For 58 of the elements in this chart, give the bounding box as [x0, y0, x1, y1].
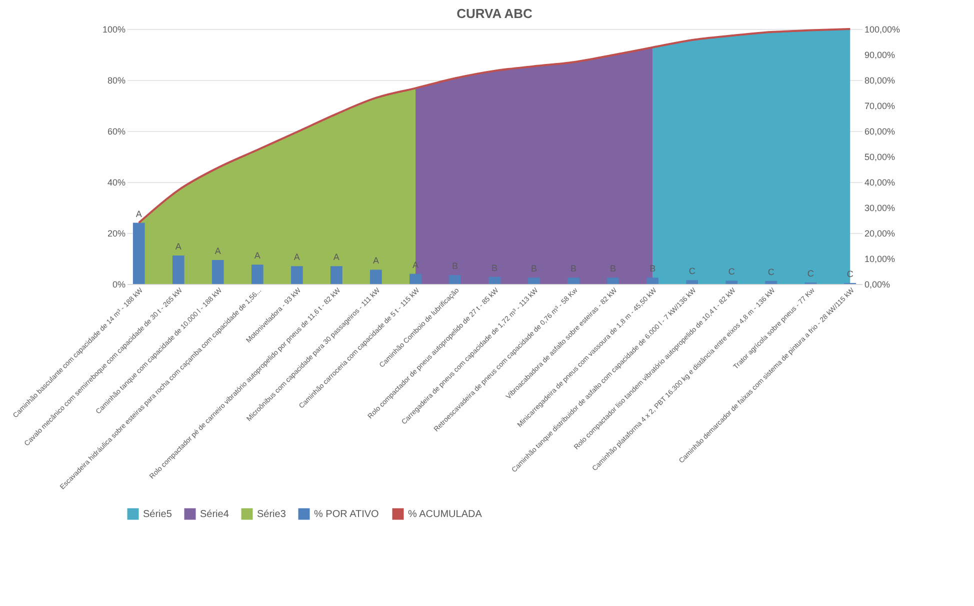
y-tick-label: 0% [112, 280, 126, 290]
bar [132, 222, 145, 284]
legend-label: Série3 [257, 509, 286, 520]
bar [488, 276, 500, 284]
y2-tick-label: 60,00% [864, 126, 896, 136]
data-label: C [807, 268, 814, 278]
bar [449, 275, 461, 284]
legend-label: % ACUMULADA [408, 509, 482, 520]
y2-tick-label: 70,00% [864, 101, 896, 111]
bar [410, 274, 422, 284]
data-label: C [768, 266, 775, 277]
y2-tick-label: 40,00% [864, 178, 896, 188]
bar [607, 278, 619, 284]
bar [765, 280, 778, 284]
data-label: B [452, 261, 458, 272]
bar [290, 266, 303, 284]
y-tick-label: 60% [107, 126, 126, 136]
legend-label: Série4 [200, 509, 230, 520]
data-label: A [333, 252, 340, 262]
y2-tick-label: 80,00% [864, 76, 896, 86]
data-label: B [570, 264, 577, 274]
bar [726, 280, 738, 284]
data-label: A [412, 260, 418, 270]
bar [212, 260, 224, 284]
bar [172, 255, 184, 284]
bar [330, 266, 342, 284]
y2-tick-label: 10,00% [864, 254, 896, 264]
y2-tick-label: 100,00% [864, 24, 900, 34]
y2-tick-label: 50,00% [864, 152, 896, 162]
data-label: B [610, 264, 616, 274]
y2-tick-label: 20,00% [864, 228, 896, 238]
data-label: A [372, 256, 379, 266]
data-label: B [491, 262, 498, 273]
data-label: A [175, 241, 182, 252]
bar [251, 264, 264, 284]
bar [686, 280, 698, 284]
bar [646, 278, 658, 284]
y-tick-label: 40% [107, 178, 126, 188]
data-label: A [294, 252, 300, 262]
data-label: C [688, 266, 696, 276]
y-tick-label: 80% [107, 76, 126, 86]
y2-tick-label: 30,00% [864, 203, 896, 213]
data-label: C [728, 266, 736, 277]
bar [568, 278, 580, 284]
line-series [138, 28, 852, 224]
data-label: A [136, 208, 142, 219]
y2-tick-label: 90,00% [864, 50, 896, 60]
bar [370, 270, 382, 284]
y-tick-label: 20% [107, 228, 126, 238]
chart-title: CURVA ABC [456, 6, 534, 21]
y-tick-label: 100% [102, 24, 126, 34]
legend-label: Série5 [143, 509, 172, 520]
y2-tick-label: 0,00% [864, 280, 890, 290]
data-label: B [531, 264, 538, 274]
legend-label: % POR ATIVO [314, 509, 380, 520]
data-label: A [214, 246, 221, 256]
data-label: A [254, 250, 260, 261]
bar [528, 278, 540, 284]
